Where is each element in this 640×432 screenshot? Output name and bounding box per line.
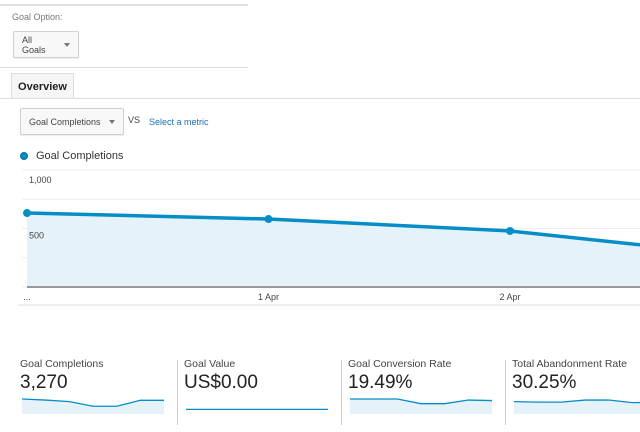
divider — [0, 67, 248, 68]
kpi-card[interactable]: Goal Conversion Rate 19.49% — [348, 358, 508, 428]
sparkline — [350, 398, 493, 414]
line-chart: 1,000 500... 1 Apr 2 Apr — [18, 169, 640, 306]
x-tick-label: ... — [23, 292, 31, 302]
sparkline-fill — [514, 400, 640, 414]
caret-down-icon — [108, 119, 115, 124]
data-point — [264, 215, 273, 224]
tab-overview[interactable]: Overview — [11, 73, 74, 99]
sparkline-line — [21, 398, 164, 407]
data-point — [506, 226, 514, 235]
metric-value: Goal Completions — [29, 116, 101, 127]
x-tick-label: 1 Apr — [258, 292, 279, 302]
metric-dropdown[interactable]: Goal Completions — [20, 108, 124, 135]
sparkline-line — [350, 398, 493, 405]
sparkline-line — [513, 399, 640, 404]
goal-option-value: All Goals — [22, 34, 46, 55]
kpi-card[interactable]: Total Abandonment Rate 30.25% — [512, 358, 640, 428]
kpi-title: Goal Completions — [20, 358, 104, 370]
kpi-value: 3,270 — [20, 372, 68, 393]
legend-label: Goal Completions — [36, 150, 124, 162]
kpi-divider — [341, 360, 342, 425]
kpi-title: Goal Value — [184, 358, 236, 370]
caret-down-icon — [64, 42, 70, 47]
kpi-value: US$0.00 — [184, 372, 258, 393]
kpi-card[interactable]: Goal Completions 3,270 — [20, 358, 180, 428]
sparkline-fill — [350, 399, 492, 414]
area-fill — [27, 213, 640, 287]
kpi-title: Goal Conversion Rate — [348, 358, 452, 370]
select-metric-link[interactable]: Select a metric — [149, 117, 209, 127]
kpi-divider — [505, 360, 506, 425]
kpi-value: 19.49% — [348, 372, 413, 393]
kpi-divider — [177, 360, 178, 425]
goal-option-label: Goal Option: — [12, 12, 63, 22]
kpi-value: 30.25% — [512, 372, 577, 393]
sparkline — [513, 399, 640, 414]
divider — [0, 98, 640, 99]
divider — [0, 4, 248, 6]
kpi-title: Total Abandonment Rate — [512, 358, 627, 370]
y-tick-label: 500 — [29, 231, 44, 241]
kpi-card[interactable]: Goal Value US$0.00 — [184, 358, 344, 428]
y-tick-label: 1,000 — [29, 175, 52, 185]
x-tick-label: 2 Apr — [499, 292, 520, 302]
sparkline — [21, 398, 164, 414]
series-line — [26, 211, 640, 247]
goal-option-dropdown[interactable]: All Goals — [13, 31, 79, 58]
vs-label: VS — [128, 115, 141, 125]
data-point — [23, 209, 31, 218]
legend-marker-icon[interactable] — [20, 152, 28, 160]
sparkline — [186, 408, 328, 411]
